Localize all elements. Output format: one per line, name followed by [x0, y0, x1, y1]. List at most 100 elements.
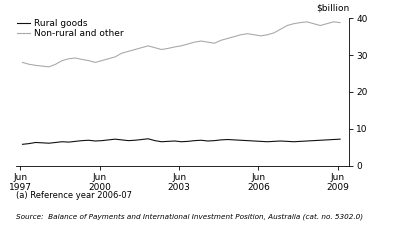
Rural goods	[139, 138, 144, 141]
Rural goods	[318, 139, 323, 142]
Rural goods	[146, 137, 150, 140]
Non-rural and other	[73, 57, 78, 59]
Rural goods	[166, 140, 170, 143]
Rural goods	[219, 138, 224, 141]
Rural goods	[199, 139, 204, 142]
Non-rural and other	[33, 64, 38, 67]
Line: Rural goods: Rural goods	[23, 139, 340, 144]
Rural goods	[291, 140, 296, 143]
Non-rural and other	[46, 65, 51, 68]
Non-rural and other	[324, 22, 329, 25]
Non-rural and other	[272, 32, 276, 34]
Rural goods	[106, 138, 111, 141]
Text: $billion: $billion	[316, 3, 349, 12]
Non-rural and other	[100, 59, 104, 62]
Rural goods	[205, 140, 210, 142]
Rural goods	[152, 139, 157, 142]
Non-rural and other	[119, 52, 124, 54]
Non-rural and other	[179, 44, 184, 47]
Rural goods	[53, 141, 58, 144]
Non-rural and other	[205, 41, 210, 44]
Non-rural and other	[66, 57, 71, 60]
Rural goods	[40, 141, 45, 144]
Non-rural and other	[60, 59, 65, 62]
Rural goods	[159, 140, 164, 143]
Rural goods	[192, 139, 197, 142]
Rural goods	[245, 139, 250, 142]
Non-rural and other	[80, 58, 85, 61]
Rural goods	[100, 139, 104, 142]
Rural goods	[212, 139, 217, 142]
Non-rural and other	[152, 46, 157, 49]
Rural goods	[66, 141, 71, 143]
Non-rural and other	[298, 21, 303, 24]
Rural goods	[172, 140, 177, 142]
Non-rural and other	[133, 48, 137, 51]
Non-rural and other	[212, 42, 217, 44]
Rural goods	[331, 138, 336, 141]
Rural goods	[60, 140, 65, 143]
Rural goods	[338, 138, 343, 141]
Line: Non-rural and other: Non-rural and other	[23, 22, 340, 67]
Non-rural and other	[199, 40, 204, 42]
Rural goods	[133, 139, 137, 142]
Non-rural and other	[291, 22, 296, 25]
Rural goods	[27, 142, 31, 145]
Non-rural and other	[106, 57, 111, 60]
Rural goods	[265, 140, 270, 143]
Rural goods	[258, 140, 263, 143]
Legend: Rural goods, Non-rural and other: Rural goods, Non-rural and other	[17, 19, 123, 38]
Rural goods	[304, 140, 309, 142]
Non-rural and other	[278, 28, 283, 31]
Non-rural and other	[285, 24, 289, 27]
Non-rural and other	[146, 44, 150, 47]
Rural goods	[278, 140, 283, 142]
Non-rural and other	[239, 33, 243, 36]
Rural goods	[225, 138, 230, 141]
Rural goods	[252, 140, 256, 142]
Rural goods	[232, 138, 237, 141]
Text: Source:  Balance of Payments and International Investment Position, Australia (c: Source: Balance of Payments and Internat…	[16, 213, 363, 220]
Non-rural and other	[245, 32, 250, 35]
Rural goods	[33, 141, 38, 144]
Rural goods	[113, 138, 118, 141]
Non-rural and other	[126, 50, 131, 53]
Non-rural and other	[40, 65, 45, 67]
Non-rural and other	[311, 22, 316, 25]
Non-rural and other	[159, 48, 164, 51]
Rural goods	[179, 140, 184, 143]
Non-rural and other	[258, 35, 263, 37]
Non-rural and other	[86, 59, 91, 62]
Rural goods	[298, 140, 303, 143]
Non-rural and other	[338, 21, 343, 24]
Non-rural and other	[219, 39, 224, 42]
Rural goods	[239, 139, 243, 142]
Non-rural and other	[139, 46, 144, 49]
Rural goods	[311, 139, 316, 142]
Non-rural and other	[265, 33, 270, 36]
Non-rural and other	[20, 61, 25, 64]
Non-rural and other	[27, 63, 31, 66]
Non-rural and other	[53, 63, 58, 66]
Rural goods	[73, 140, 78, 143]
Non-rural and other	[113, 56, 118, 58]
Rural goods	[185, 140, 190, 143]
Text: (a) Reference year 2006-07: (a) Reference year 2006-07	[16, 191, 132, 200]
Rural goods	[93, 140, 98, 142]
Rural goods	[126, 139, 131, 142]
Non-rural and other	[185, 43, 190, 45]
Rural goods	[324, 138, 329, 141]
Rural goods	[46, 142, 51, 145]
Non-rural and other	[166, 47, 170, 50]
Non-rural and other	[252, 33, 256, 36]
Rural goods	[20, 143, 25, 146]
Non-rural and other	[232, 35, 237, 38]
Non-rural and other	[172, 46, 177, 48]
Non-rural and other	[93, 61, 98, 64]
Rural goods	[285, 140, 289, 143]
Non-rural and other	[331, 20, 336, 23]
Non-rural and other	[318, 24, 323, 27]
Non-rural and other	[304, 20, 309, 23]
Non-rural and other	[192, 41, 197, 44]
Rural goods	[86, 139, 91, 142]
